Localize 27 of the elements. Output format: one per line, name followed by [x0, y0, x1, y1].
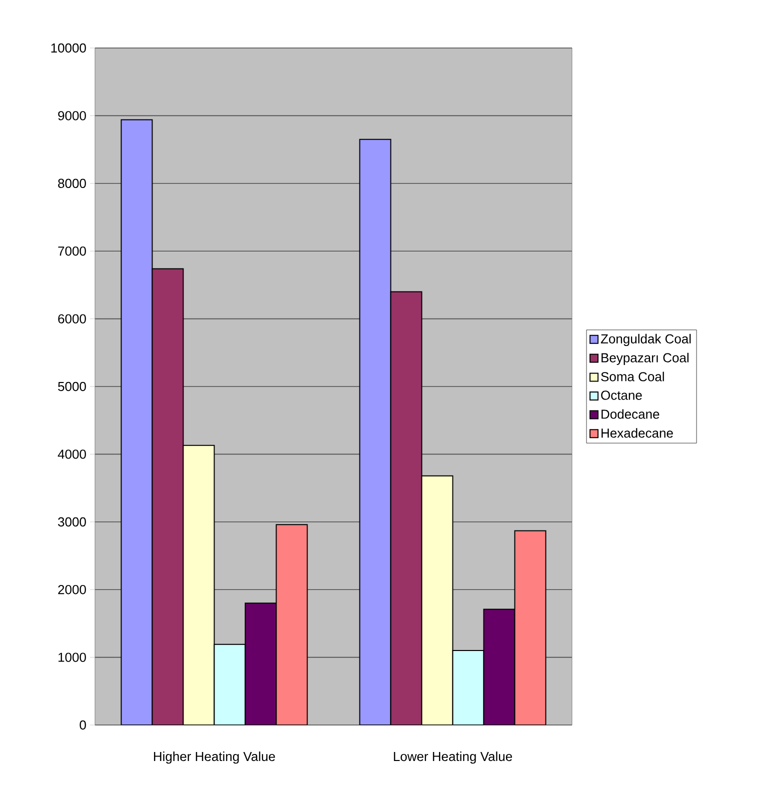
legend-label: Hexadecane — [602, 428, 673, 438]
bar — [359, 138, 392, 725]
legend-label: Dodecane — [602, 409, 660, 419]
bar — [452, 650, 484, 725]
bar — [120, 119, 153, 725]
y-tick-label: 9000 — [58, 111, 86, 120]
y-tick-label: 5000 — [58, 382, 86, 392]
y-tick-label: 4000 — [58, 450, 86, 459]
x-tick-label: Higher Heating Value — [154, 752, 275, 764]
y-tick-label: 10000 — [51, 43, 86, 53]
bar — [214, 644, 246, 725]
y-tick-label: 7000 — [58, 246, 86, 256]
y-tick-label: 2000 — [58, 584, 86, 594]
y-tick-label: 8000 — [58, 178, 86, 188]
legend-label: Zonguldak Coal — [600, 334, 691, 346]
bar — [276, 524, 308, 725]
legend-label: Soma Coal — [601, 372, 664, 382]
legend-label: Beypazarı Coal — [602, 352, 688, 365]
legend-label: Octane — [601, 390, 642, 400]
y-tick-label: 1000 — [58, 652, 86, 662]
bar — [244, 602, 277, 725]
bar — [514, 530, 546, 725]
bar — [483, 608, 516, 725]
x-tick-label: Lower Heating Value — [394, 752, 512, 764]
y-tick-label: 3000 — [58, 517, 86, 526]
y-tick-label: 0 — [80, 720, 86, 730]
y-tick-label: 6000 — [58, 314, 86, 324]
